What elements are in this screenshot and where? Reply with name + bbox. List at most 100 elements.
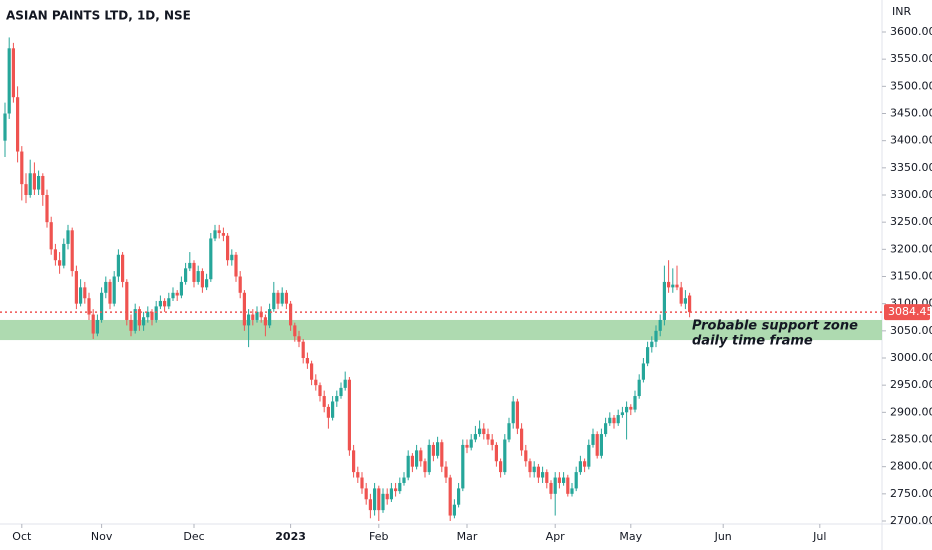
candle-body xyxy=(154,306,158,320)
candle-body xyxy=(356,472,360,478)
last-price-tag xyxy=(884,304,930,321)
candle-body xyxy=(272,292,276,310)
candle-body xyxy=(221,233,225,236)
candle-body xyxy=(255,311,259,320)
candle-body xyxy=(394,488,398,492)
candle-body xyxy=(675,284,679,288)
candle-body xyxy=(175,292,179,296)
candle-body xyxy=(360,477,364,489)
candle-body xyxy=(28,173,32,195)
x-tick-label: Jun xyxy=(714,530,732,543)
candle-body xyxy=(293,325,297,337)
candle-body xyxy=(595,434,599,456)
candle-body xyxy=(608,417,612,424)
x-tick-label: Oct xyxy=(12,530,32,543)
candle-body xyxy=(583,461,587,467)
candle-body xyxy=(16,97,20,152)
candle-body xyxy=(331,401,335,418)
candle-body xyxy=(520,428,524,451)
y-tick-label: 3150.00 xyxy=(890,270,932,283)
candle-body xyxy=(242,292,246,326)
candle-body xyxy=(562,477,566,483)
candle-body xyxy=(188,262,192,269)
candle-body xyxy=(364,488,368,500)
candle-body xyxy=(209,238,213,280)
candle-body xyxy=(108,281,112,304)
candle-body xyxy=(511,401,515,424)
candle-body xyxy=(230,254,234,261)
candle-body xyxy=(213,230,217,239)
candle-body xyxy=(616,415,620,424)
candle-body xyxy=(347,379,351,451)
candle-body xyxy=(385,493,389,500)
candle-body xyxy=(637,379,641,397)
candle-body xyxy=(74,271,78,304)
x-tick-label: Apr xyxy=(546,530,566,543)
candle-body xyxy=(184,268,188,282)
candle-body xyxy=(11,48,15,98)
candle-body xyxy=(377,488,381,511)
candle-body xyxy=(478,428,482,435)
candle-body xyxy=(427,444,431,473)
candle-body xyxy=(553,477,557,494)
candle-body xyxy=(200,271,204,288)
candle-body xyxy=(137,309,141,326)
candle-body xyxy=(284,292,288,304)
x-tick-label: May xyxy=(619,530,642,543)
candle-body xyxy=(314,379,318,386)
candle-body xyxy=(91,314,95,334)
candle-body xyxy=(587,444,591,467)
candle-body xyxy=(494,444,498,462)
y-tick-label: 3550.00 xyxy=(890,52,932,65)
candle-body xyxy=(499,461,503,473)
candle-body xyxy=(32,173,36,190)
candle-body xyxy=(625,406,629,413)
candle-body xyxy=(461,444,465,489)
candle-body xyxy=(129,319,133,331)
currency-label: INR xyxy=(892,5,911,18)
candle-body xyxy=(133,309,137,331)
candle-body xyxy=(217,230,221,234)
candle-body xyxy=(641,363,645,380)
candle-body xyxy=(79,287,83,304)
candle-body xyxy=(146,311,150,318)
y-tick-label: 3350.00 xyxy=(890,161,932,174)
x-tick-label: Nov xyxy=(91,530,113,543)
candle-body xyxy=(373,488,377,511)
candle-body xyxy=(368,499,372,511)
y-tick-label: 3250.00 xyxy=(890,215,932,228)
candle-body xyxy=(53,249,57,261)
candle-body xyxy=(7,48,11,114)
candle-body xyxy=(263,317,267,326)
candle-body xyxy=(121,254,125,282)
candle-body xyxy=(549,482,553,494)
candle-body xyxy=(654,330,658,342)
y-tick-label: 3050.00 xyxy=(890,324,932,337)
candle-body xyxy=(486,434,490,440)
candle-body xyxy=(490,439,494,445)
candle-body xyxy=(469,439,473,448)
candle-body xyxy=(465,444,469,448)
candle-body xyxy=(646,347,650,364)
candle-body xyxy=(268,309,272,326)
candle-body xyxy=(406,455,410,478)
last-price-label: 3084.45 xyxy=(888,305,932,318)
candle-body xyxy=(339,387,343,397)
candle-body xyxy=(440,442,444,467)
candle-body xyxy=(688,295,692,313)
candle-body xyxy=(448,477,452,516)
candle-body xyxy=(259,311,263,318)
candle-body xyxy=(20,151,24,185)
candle-body xyxy=(335,396,339,402)
candle-body xyxy=(142,317,146,326)
candle-body xyxy=(398,482,402,492)
candle-body xyxy=(318,385,322,397)
candle-body xyxy=(280,292,284,304)
candle-body xyxy=(473,434,477,440)
candle-body xyxy=(423,461,427,473)
candle-body xyxy=(444,466,448,478)
y-tick-label: 3450.00 xyxy=(890,107,932,120)
candle-body xyxy=(247,314,251,326)
candle-body xyxy=(343,379,347,388)
candle-body xyxy=(41,175,45,195)
